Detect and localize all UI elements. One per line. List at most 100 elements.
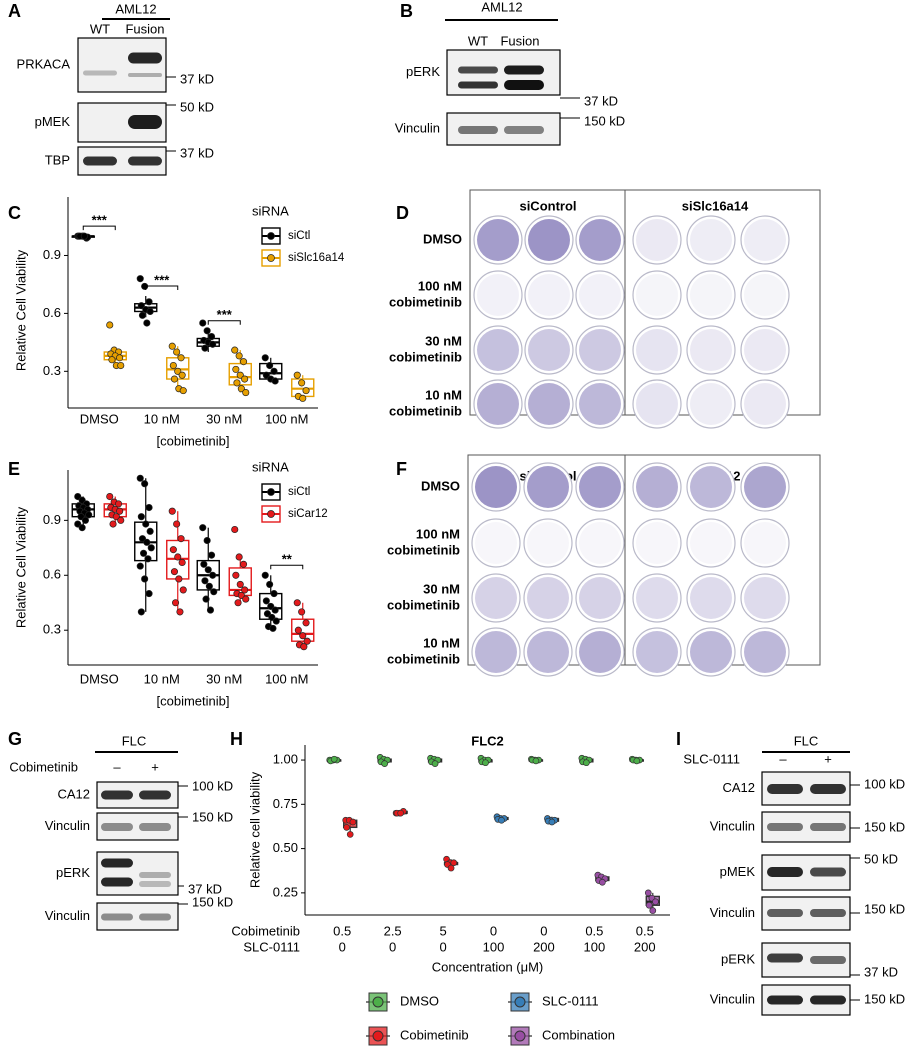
well [632, 215, 682, 265]
data-point [234, 599, 242, 607]
well [524, 270, 574, 320]
data-point [266, 361, 274, 370]
data-point [266, 580, 274, 588]
data-point [179, 586, 187, 594]
y-tick-label: 1.00 [273, 751, 298, 766]
data-point [208, 551, 216, 559]
data-point [381, 760, 388, 767]
row-label: cobimetinib [387, 651, 460, 666]
colonies [636, 466, 678, 508]
data-point [294, 626, 302, 634]
lane-label: WT [468, 33, 488, 48]
column-header: siSlc16a14 [682, 198, 749, 213]
data-point [262, 597, 270, 605]
colonies [579, 522, 621, 564]
well [575, 270, 625, 320]
data-point [235, 352, 243, 360]
well [740, 379, 790, 429]
lane-label: + [824, 751, 832, 766]
data-point [346, 831, 354, 838]
size-marker: 37 kD [180, 145, 214, 160]
colonies [477, 383, 519, 425]
data-point [242, 595, 250, 603]
size-marker: 150 kD [864, 901, 905, 916]
data-point [176, 608, 184, 616]
blot-row-label: pMEK [35, 114, 71, 129]
data-point [168, 507, 176, 515]
well [740, 627, 790, 677]
panel-letter: H [230, 729, 243, 749]
blot [96, 902, 179, 931]
data-point [583, 759, 590, 767]
data-point [145, 590, 153, 598]
well [471, 627, 521, 677]
blot-row-label: pERK [56, 865, 90, 880]
colonies [579, 329, 621, 371]
blot [77, 37, 167, 93]
band [767, 784, 803, 794]
row-label: DMSO [423, 231, 462, 246]
well [473, 379, 523, 429]
legend-key-point [372, 996, 384, 1008]
blot-row-label: Vinculin [45, 818, 90, 833]
colonies [690, 383, 732, 425]
colonies [475, 522, 517, 564]
colonies [690, 466, 732, 508]
data-point [172, 599, 180, 607]
band [810, 956, 846, 964]
colonies [579, 631, 621, 673]
blot-row-label: CA12 [722, 780, 755, 795]
data-point [298, 608, 306, 616]
data-point [137, 608, 145, 616]
band [810, 995, 846, 1005]
colonies [690, 329, 732, 371]
legend-label: siSlc16a14 [288, 252, 345, 264]
legend-key-point [267, 488, 275, 496]
row-label: Cobimetinib [231, 923, 300, 938]
well [686, 379, 736, 429]
data-point [174, 367, 182, 375]
blot-header: AML12 [481, 0, 522, 14]
data-point [298, 379, 306, 387]
data-point [178, 558, 186, 567]
colonies [528, 274, 570, 316]
data-point [116, 507, 124, 515]
well [632, 270, 682, 320]
band [504, 80, 544, 90]
colonies [690, 274, 732, 316]
data-point [145, 503, 153, 512]
data-point [330, 755, 338, 763]
lane-label: WT [90, 21, 110, 36]
size-marker: 100 kD [864, 776, 905, 791]
data-point [177, 535, 185, 543]
colonies [527, 522, 569, 564]
data-point [209, 340, 217, 348]
data-point [169, 546, 177, 554]
data-point [143, 319, 151, 327]
x-tick-label: 200 [634, 939, 656, 954]
colonies [690, 631, 732, 673]
well [686, 573, 736, 623]
data-point [300, 643, 308, 651]
data-point [136, 275, 144, 283]
blot-row-label: TBP [45, 152, 70, 167]
y-tick-label: 0.25 [273, 884, 298, 899]
data-point [241, 586, 249, 594]
blot-header: AML12 [115, 1, 156, 16]
data-point [231, 525, 239, 534]
data-point [532, 757, 540, 765]
data-point [204, 566, 212, 574]
data-point [232, 365, 240, 373]
well [740, 215, 790, 265]
data-point [269, 624, 277, 632]
lane-label: Fusion [500, 33, 539, 48]
well [524, 325, 574, 375]
legend-label: siCar12 [288, 508, 328, 520]
band [767, 867, 803, 877]
data-point [169, 361, 177, 370]
data-point [210, 588, 218, 596]
panel-letter: A [8, 1, 21, 21]
well [632, 325, 682, 375]
data-point [173, 348, 181, 356]
well [632, 573, 682, 623]
